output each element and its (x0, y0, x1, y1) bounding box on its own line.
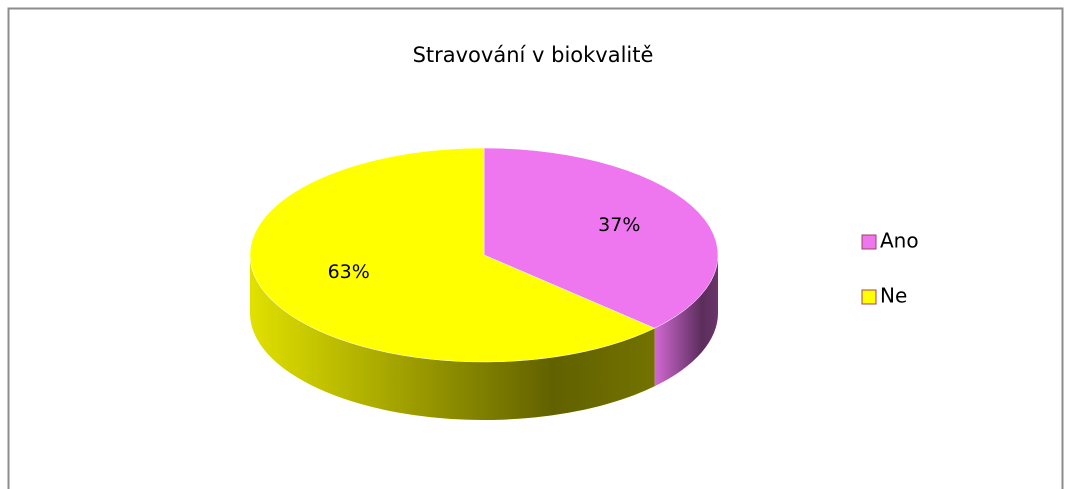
chart-title: Stravování v biokvalitě (413, 43, 654, 67)
data-label: 63% (328, 261, 370, 283)
legend-swatch (861, 289, 877, 305)
legend-label: Ne (880, 284, 907, 308)
slice-side-shade (654, 255, 718, 387)
data-label: 37% (598, 214, 640, 236)
slice (483, 147, 719, 329)
legend-swatch (861, 234, 877, 250)
slice (249, 147, 656, 363)
legend-label: Ano (880, 229, 919, 253)
slice-side-shade (250, 255, 655, 420)
